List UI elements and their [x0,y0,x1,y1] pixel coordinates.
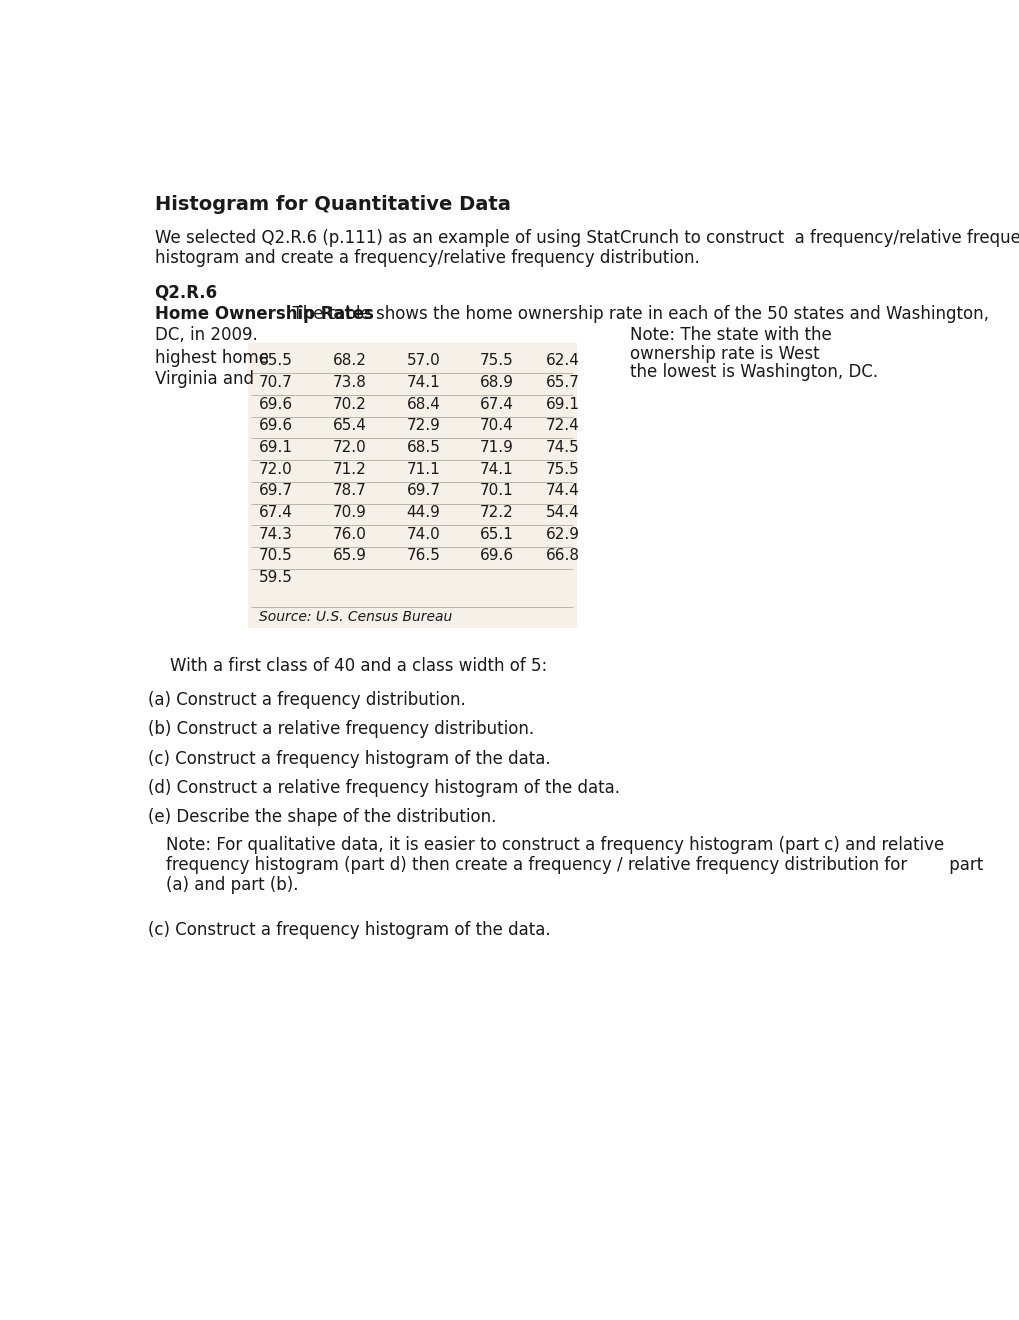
Text: 59.5: 59.5 [259,570,292,585]
Text: ownership rate is West: ownership rate is West [629,345,818,363]
Text: 70.5: 70.5 [259,549,292,564]
Text: DC, in 2009.: DC, in 2009. [155,326,257,345]
Text: 72.0: 72.0 [259,462,292,477]
Text: 72.2: 72.2 [480,506,514,520]
Text: 70.7: 70.7 [259,375,292,389]
Text: Home Ownership Rates: Home Ownership Rates [155,305,373,322]
Text: 74.1: 74.1 [407,375,440,389]
Text: 69.1: 69.1 [259,440,293,455]
Text: Note: The state with the: Note: The state with the [629,326,830,345]
Text: 65.9: 65.9 [332,549,367,564]
Text: 65.1: 65.1 [480,527,514,541]
Text: 66.8: 66.8 [545,549,580,564]
Text: (a) Construct a frequency distribution.: (a) Construct a frequency distribution. [149,692,466,709]
Text: Q2.R.6: Q2.R.6 [155,284,217,301]
Text: 67.4: 67.4 [259,506,292,520]
Text: 76.0: 76.0 [332,527,367,541]
Text: With a first class of 40 and a class width of 5:: With a first class of 40 and a class wid… [170,657,547,676]
Text: 71.1: 71.1 [407,462,440,477]
Text: 74.1: 74.1 [480,462,514,477]
Text: 57.0: 57.0 [407,354,440,368]
Text: 68.2: 68.2 [332,354,367,368]
Text: Source: U.S. Census Bureau: Source: U.S. Census Bureau [259,610,452,623]
Text: Note: For qualitative data, it is easier to construct a frequency histogram (par: Note: For qualitative data, it is easier… [166,836,944,854]
Text: 76.5: 76.5 [407,549,440,564]
Text: 62.9: 62.9 [545,527,580,541]
Text: 62.4: 62.4 [545,354,580,368]
Text: 72.0: 72.0 [332,440,366,455]
Text: Virginia and: Virginia and [155,370,254,388]
Text: Histogram for Quantitative Data: Histogram for Quantitative Data [155,195,510,214]
Text: (a) and part (b).: (a) and part (b). [166,876,299,894]
Text: 69.6: 69.6 [480,549,514,564]
Text: (c) Construct a frequency histogram of the data.: (c) Construct a frequency histogram of t… [149,750,550,768]
Text: histogram and create a frequency/relative frequency distribution.: histogram and create a frequency/relativ… [155,249,699,267]
Text: the lowest is Washington, DC.: the lowest is Washington, DC. [629,363,877,381]
Text: highest home: highest home [155,350,268,367]
Text: 65.4: 65.4 [332,418,367,433]
Text: 70.2: 70.2 [332,396,366,412]
Text: 72.4: 72.4 [545,418,579,433]
Text: 70.4: 70.4 [480,418,514,433]
Text: 70.1: 70.1 [480,483,514,499]
Text: 44.9: 44.9 [407,506,440,520]
Text: 78.7: 78.7 [332,483,366,499]
Text: 71.2: 71.2 [332,462,366,477]
Text: 68.5: 68.5 [407,440,440,455]
Text: (e) Describe the shape of the distribution.: (e) Describe the shape of the distributi… [149,808,496,826]
Text: 71.9: 71.9 [480,440,514,455]
Text: 75.5: 75.5 [545,462,579,477]
Text: We selected Q2.R.6 (p.111) as an example of using StatCrunch to construct  a fre: We selected Q2.R.6 (p.111) as an example… [155,230,1019,247]
Text: 69.6: 69.6 [259,396,293,412]
Text: 65.7: 65.7 [545,375,580,389]
Text: 74.4: 74.4 [545,483,579,499]
FancyBboxPatch shape [248,343,577,628]
Text: 74.3: 74.3 [259,527,292,541]
Text: 74.5: 74.5 [545,440,579,455]
Text: 75.5: 75.5 [480,354,514,368]
Text: (c) Construct a frequency histogram of the data.: (c) Construct a frequency histogram of t… [149,921,550,939]
Text: 68.4: 68.4 [407,396,440,412]
Text: (d) Construct a relative frequency histogram of the data.: (d) Construct a relative frequency histo… [149,779,620,797]
Text: 72.9: 72.9 [407,418,440,433]
Text: 70.9: 70.9 [332,506,367,520]
Text: 67.4: 67.4 [480,396,514,412]
Text: 65.5: 65.5 [259,354,292,368]
Text: 73.8: 73.8 [332,375,367,389]
Text: frequency histogram (part d) then create a frequency / relative frequency distri: frequency histogram (part d) then create… [166,857,982,874]
Text: 69.6: 69.6 [259,418,293,433]
Text: 54.4: 54.4 [545,506,579,520]
Text: The table shows the home ownership rate in each of the 50 states and Washington,: The table shows the home ownership rate … [282,305,988,322]
Text: 69.7: 69.7 [407,483,440,499]
Text: 68.9: 68.9 [480,375,514,389]
Text: (b) Construct a relative frequency distribution.: (b) Construct a relative frequency distr… [149,721,534,738]
Text: 74.0: 74.0 [407,527,440,541]
Text: 69.1: 69.1 [545,396,580,412]
Text: 69.7: 69.7 [259,483,293,499]
